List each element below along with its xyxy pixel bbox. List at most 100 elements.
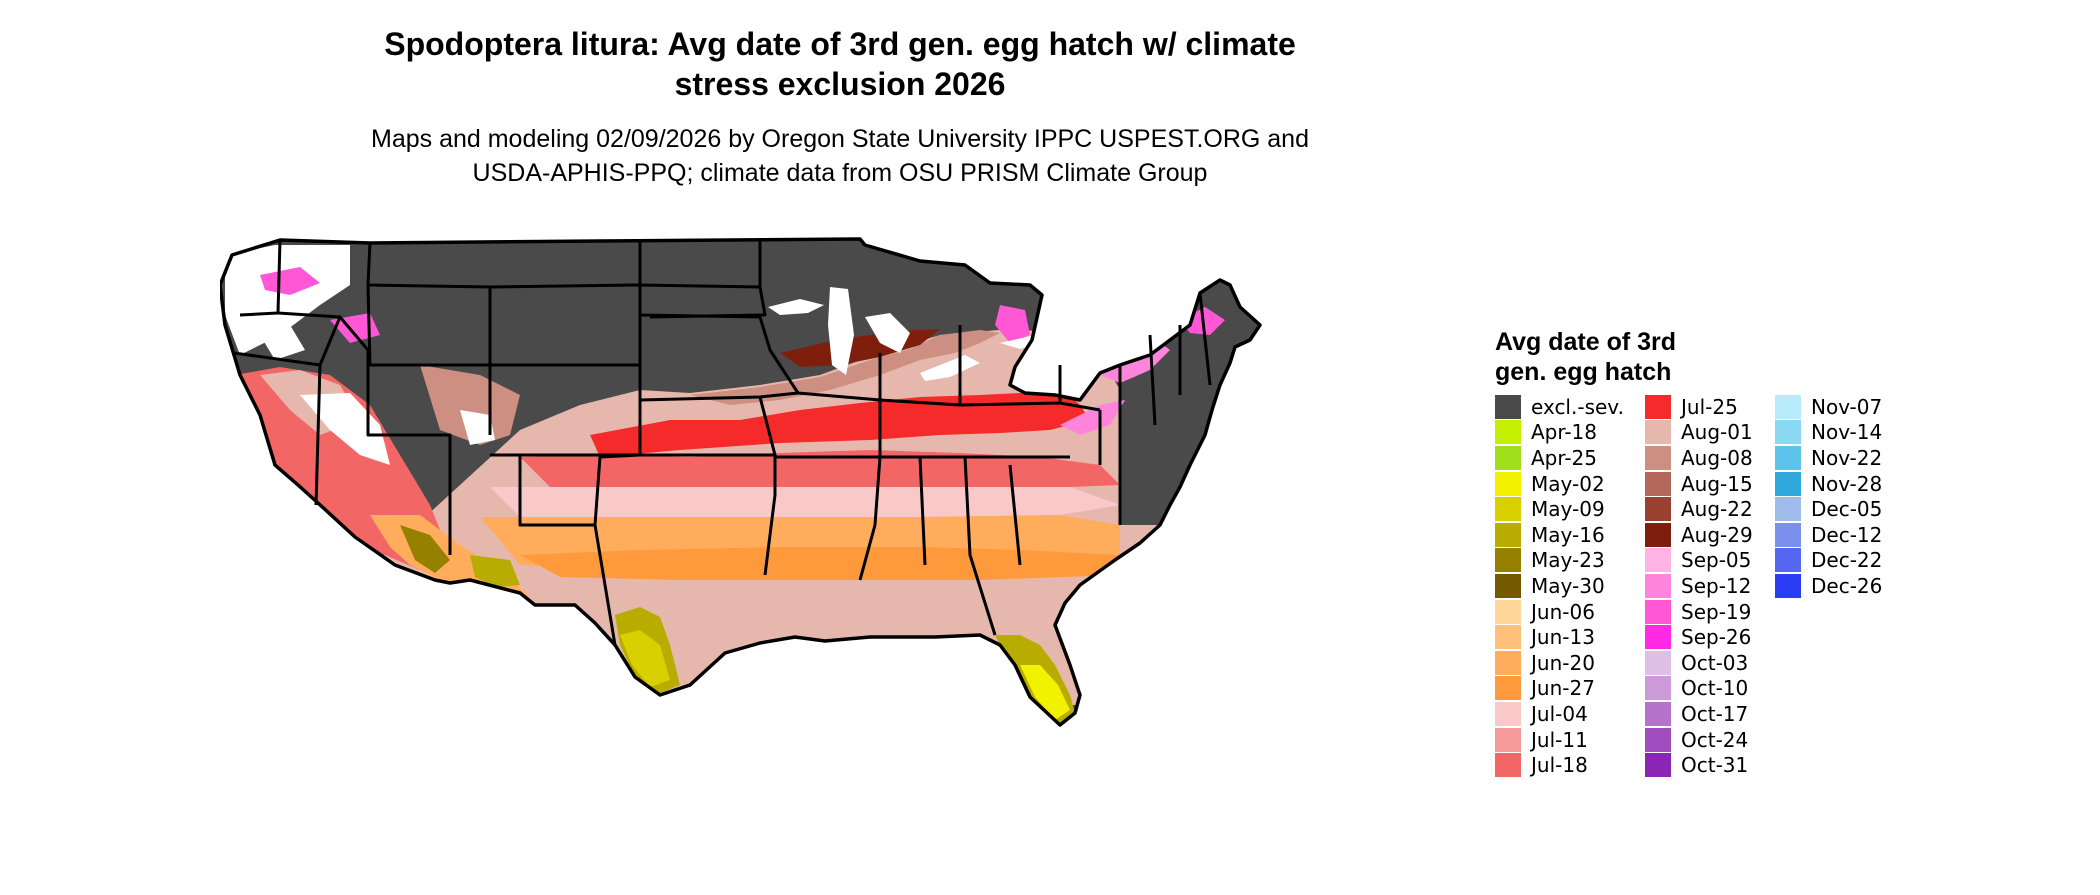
legend-label: Nov-14 [1811, 420, 1883, 445]
legend-item: Oct-31 [1645, 752, 1753, 778]
legend-label: Oct-31 [1681, 753, 1749, 778]
legend-column: excl.-sev. Apr-18 Apr-25 May-02 May-09 May-16… [1495, 394, 1624, 778]
us-map [220, 237, 1262, 727]
legend-item: Oct-10 [1645, 676, 1753, 702]
legend-color-swatch [1495, 445, 1521, 470]
legend-color-swatch [1495, 625, 1521, 650]
legend-color-swatch [1495, 471, 1521, 496]
legend-color-swatch [1645, 625, 1671, 650]
legend-color-swatch [1495, 753, 1521, 778]
legend-item: Nov-22 [1775, 445, 1882, 471]
legend-item: Jul-11 [1495, 727, 1624, 753]
legend-label: Aug-08 [1681, 445, 1753, 470]
legend-item: Apr-18 [1495, 420, 1624, 446]
legend-item: Oct-24 [1645, 727, 1753, 753]
legend-item: May-23 [1495, 548, 1624, 574]
legend-color-swatch [1495, 522, 1521, 547]
legend-color-swatch [1645, 676, 1671, 701]
legend-color-swatch [1645, 727, 1671, 752]
legend-label: Aug-22 [1681, 497, 1753, 522]
legend-label: Jun-13 [1531, 625, 1595, 650]
legend-color-swatch [1495, 548, 1521, 573]
legend-item: May-16 [1495, 522, 1624, 548]
legend-item: Apr-25 [1495, 445, 1624, 471]
legend-label: Nov-28 [1811, 471, 1883, 496]
legend-color-swatch [1645, 394, 1671, 419]
legend-label: Dec-12 [1811, 522, 1883, 547]
legend-item: Aug-22 [1645, 496, 1753, 522]
legend-label: Jun-06 [1531, 599, 1595, 624]
legend-color-swatch [1495, 676, 1521, 701]
legend-item: Sep-19 [1645, 599, 1753, 625]
legend-item: Aug-15 [1645, 471, 1753, 497]
legend-title-line-2: gen. egg hatch [1495, 358, 1672, 386]
legend-color-swatch [1645, 548, 1671, 573]
legend-color-swatch [1645, 445, 1671, 470]
legend-column: Jul-25 Aug-01 Aug-08 Aug-15 Aug-22 Aug-29 Sep-… [1645, 394, 1753, 778]
legend-item: Jun-27 [1495, 676, 1624, 702]
legend-item: Sep-26 [1645, 624, 1753, 650]
legend-label: Apr-25 [1531, 445, 1597, 470]
legend-label: Oct-24 [1681, 727, 1749, 752]
legend-column: Nov-07 Nov-14 Nov-22 Nov-28 Dec-05 Dec-12 Dec-… [1775, 394, 1882, 599]
legend-item: Jul-25 [1645, 394, 1753, 420]
legend-label: Jul-11 [1531, 727, 1588, 752]
legend-item: Nov-28 [1775, 471, 1882, 497]
legend-color-swatch [1775, 573, 1801, 598]
legend-color-swatch [1775, 471, 1801, 496]
map-subtitle-line-2: USDA-APHIS-PPQ; climate data from OSU PR… [472, 159, 1208, 187]
legend-item: May-02 [1495, 471, 1624, 497]
legend-color-swatch [1645, 522, 1671, 547]
legend-item: excl.-sev. [1495, 394, 1624, 420]
legend-item: Aug-01 [1645, 420, 1753, 446]
legend-title-line-1: Avg date of 3rd [1495, 328, 1677, 356]
legend-color-swatch [1645, 599, 1671, 624]
legend-label: Jun-27 [1531, 676, 1595, 701]
legend-label: Nov-07 [1811, 394, 1883, 419]
legend-item: May-30 [1495, 573, 1624, 599]
legend-label: Sep-05 [1681, 548, 1752, 573]
legend-label: Sep-26 [1681, 625, 1752, 650]
legend-item: Jul-04 [1495, 701, 1624, 727]
legend-color-swatch [1775, 548, 1801, 573]
legend-label: Jun-20 [1531, 650, 1595, 675]
legend-color-swatch [1775, 522, 1801, 547]
legend-item: Jun-06 [1495, 599, 1624, 625]
legend-label: May-30 [1531, 573, 1605, 598]
legend-item: Sep-05 [1645, 548, 1753, 574]
legend-item: May-09 [1495, 496, 1624, 522]
legend-color-swatch [1645, 471, 1671, 496]
legend-item: Dec-22 [1775, 548, 1882, 574]
legend-color-swatch [1645, 497, 1671, 522]
legend-color-swatch [1495, 394, 1521, 419]
legend-label: Sep-19 [1681, 599, 1752, 624]
legend-label: Aug-15 [1681, 471, 1753, 496]
legend-label: May-16 [1531, 522, 1605, 547]
legend-color-swatch [1645, 420, 1671, 445]
legend-color-swatch [1495, 701, 1521, 726]
map-title: Spodoptera litura: Avg date of 3rd gen. … [150, 24, 1530, 104]
legend-item: Jun-13 [1495, 624, 1624, 650]
legend-item: Dec-12 [1775, 522, 1882, 548]
legend-item: Dec-26 [1775, 573, 1882, 599]
legend-item: Nov-07 [1775, 394, 1882, 420]
legend-label: Dec-05 [1811, 497, 1883, 522]
legend-label: Aug-29 [1681, 522, 1753, 547]
legend-color-swatch [1645, 753, 1671, 778]
legend-title: Avg date of 3rd gen. egg hatch [1495, 327, 1755, 387]
map-subtitle: Maps and modeling 02/09/2026 by Oregon S… [150, 122, 1530, 190]
legend-label: Aug-01 [1681, 420, 1753, 445]
legend-color-swatch [1775, 445, 1801, 470]
legend-label: Apr-18 [1531, 420, 1597, 445]
map-title-line-2: stress exclusion 2026 [674, 66, 1006, 102]
legend-color-swatch [1495, 599, 1521, 624]
legend-item: Jun-20 [1495, 650, 1624, 676]
legend-color-swatch [1645, 573, 1671, 598]
legend-label: Oct-10 [1681, 676, 1749, 701]
legend-item: Dec-05 [1775, 496, 1882, 522]
legend-item: Sep-12 [1645, 573, 1753, 599]
legend-color-swatch [1645, 701, 1671, 726]
legend-item: Jul-18 [1495, 752, 1624, 778]
legend-color-swatch [1775, 394, 1801, 419]
legend-label: Oct-17 [1681, 701, 1749, 726]
